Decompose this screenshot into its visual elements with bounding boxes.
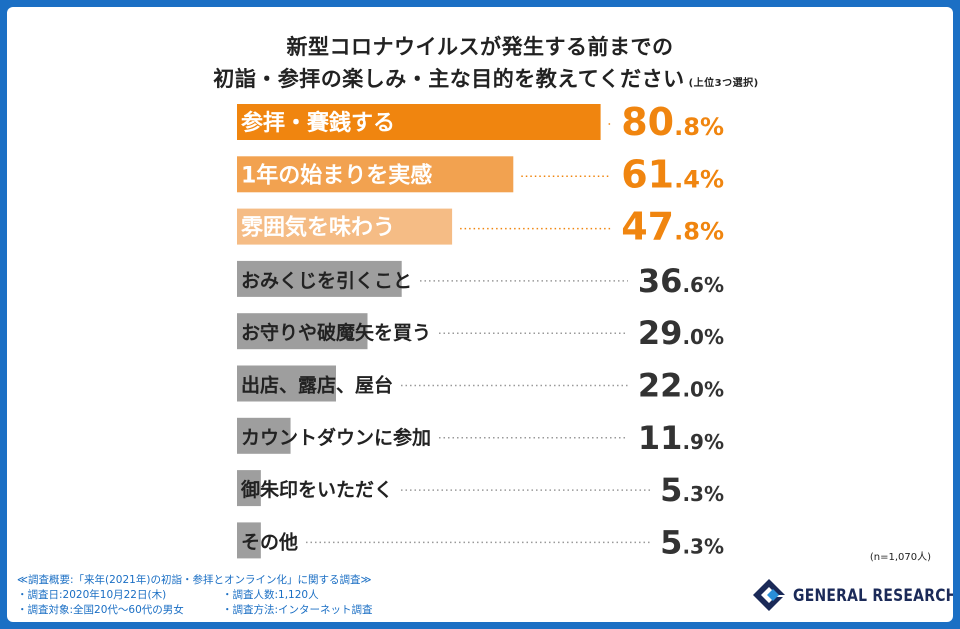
- data-value-integer: 5: [660, 471, 682, 509]
- bar-label: 出店、露店、屋台: [241, 374, 393, 397]
- data-value-decimal: .0%: [682, 325, 724, 349]
- bar: [237, 208, 453, 245]
- data-value-integer: 11: [638, 419, 683, 457]
- survey-target: ・調査対象:全国20代〜60代の男女: [17, 604, 184, 616]
- data-value-integer: 29: [638, 314, 683, 352]
- chart-title-line2: 初詣・参拝の楽しみ・主な目的を教えてください (上位3つ選択): [13, 63, 953, 93]
- data-value-decimal: .3%: [682, 482, 724, 506]
- sample-size-note: (n=1,070人): [869, 552, 931, 563]
- chart-title-note: (上位3つ選択): [688, 78, 759, 89]
- data-value-decimal: .8%: [674, 113, 724, 141]
- data-value-label: 80.8%: [621, 100, 724, 144]
- bar-label: 御朱印をいただく: [240, 478, 393, 501]
- bar-label: その他: [241, 530, 298, 553]
- survey-date: ・調査日:2020年10月22日(木): [17, 589, 167, 601]
- card: 新型コロナウイルスが発生する前までの 初詣・参拝の楽しみ・主な目的を教えてくださ…: [7, 7, 953, 622]
- data-value-decimal: .8%: [674, 218, 724, 246]
- bar-chart: 参拝・賽銭する 80.8%1年の始まりを実感 61.4%雰囲気を味わう 47.8%おみ…: [237, 100, 724, 561]
- bar: [237, 104, 601, 140]
- data-value-decimal: .6%: [682, 273, 724, 297]
- bar-label: カウントダウンに参加: [241, 426, 431, 449]
- data-value-label: 36.6%: [638, 262, 724, 300]
- data-value-label: 5.3%: [660, 523, 724, 561]
- data-value-integer: 36: [638, 262, 683, 300]
- bar: [237, 365, 336, 402]
- survey-method: ・調査方法:インターネット調査: [222, 604, 373, 616]
- data-value-integer: 5: [660, 523, 682, 561]
- data-value-label: 22.0%: [638, 367, 724, 405]
- data-value-label: 5.3%: [660, 471, 724, 509]
- bar-label: 1年の始まりを実感: [241, 162, 432, 188]
- bar: [237, 522, 261, 559]
- brand-name: GENERAL RESEARCH: [793, 586, 953, 606]
- survey-footer: ≪調査概要:「来年(2021年)の初詣・参拝とオンライン化」に関する調査≫ ・調…: [17, 573, 373, 618]
- survey-count: ・調査人数:1,120人: [222, 589, 319, 601]
- brand-logo: GENERAL RESEARCH: [751, 575, 953, 619]
- data-value-decimal: .3%: [682, 534, 724, 558]
- bar-label: 参拝・賽銭する: [241, 110, 395, 136]
- bar-label: お守りや破魔矢を買う: [241, 321, 431, 344]
- data-value-label: 47.8%: [621, 205, 724, 249]
- bar: [237, 470, 261, 507]
- survey-summary: ≪調査概要:「来年(2021年)の初詣・参拝とオンライン化」に関する調査≫: [17, 574, 372, 586]
- bar-label: 雰囲気を味わう: [241, 215, 395, 241]
- data-value-decimal: .9%: [682, 430, 724, 454]
- data-value-integer: 61: [621, 152, 674, 196]
- bar: [237, 260, 402, 297]
- data-value-decimal: .4%: [674, 165, 724, 193]
- chart-title-line1: 新型コロナウイルスが発生する前までの: [286, 35, 674, 59]
- data-value-decimal: .0%: [682, 378, 724, 402]
- data-value-label: 11.9%: [638, 419, 724, 457]
- chart-title-main: 初詣・参拝の楽しみ・主な目的を教えてください: [213, 67, 685, 91]
- brand-mark-icon: [753, 579, 785, 611]
- data-value-integer: 47: [621, 205, 674, 249]
- data-value-integer: 80: [621, 100, 674, 144]
- bar: [237, 313, 368, 350]
- bar: [237, 156, 514, 193]
- bar: [237, 417, 291, 454]
- data-value-label: 61.4%: [621, 152, 724, 196]
- bar-label: おみくじを引くこと: [241, 270, 412, 292]
- data-value-integer: 22: [638, 367, 683, 405]
- data-value-label: 29.0%: [638, 314, 724, 352]
